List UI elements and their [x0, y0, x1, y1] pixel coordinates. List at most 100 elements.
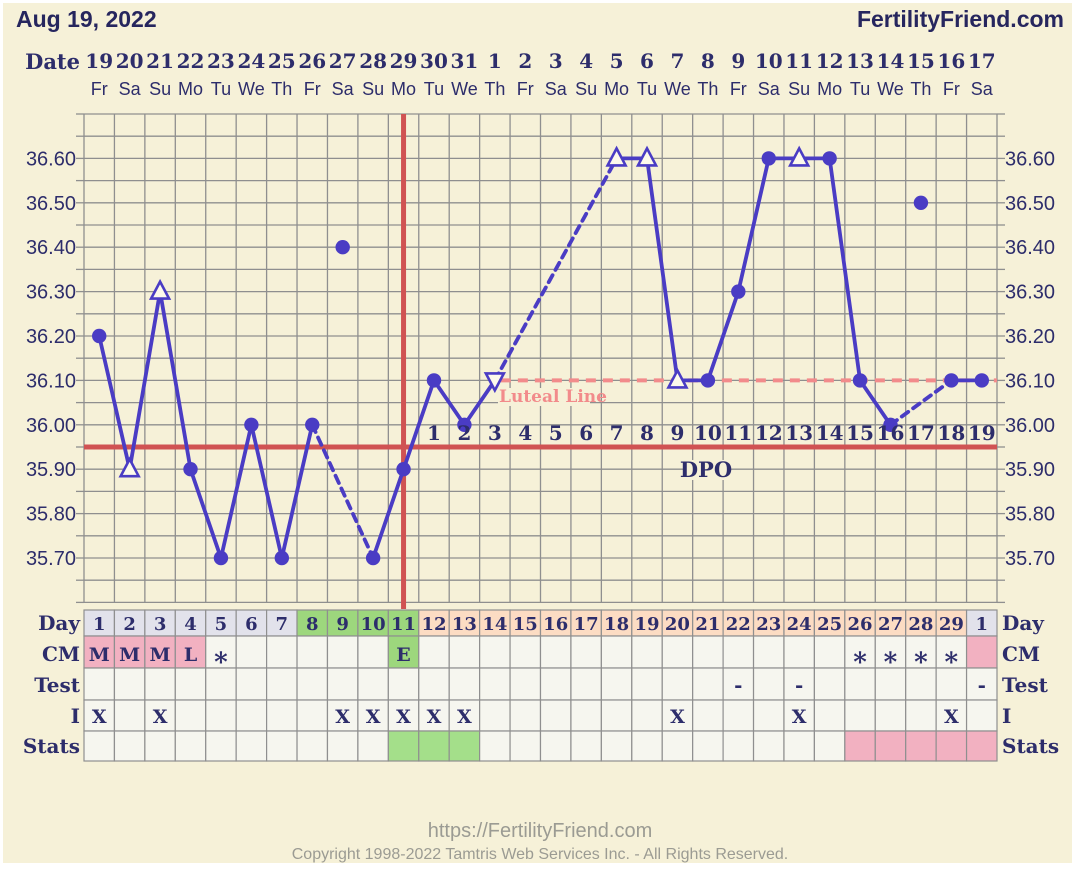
cm-cell [752, 635, 785, 669]
cm-value: M [119, 644, 140, 666]
stats-cell [661, 730, 694, 762]
test-cell [874, 667, 907, 701]
date-number: 21 [146, 49, 174, 73]
date-number: 4 [579, 49, 593, 73]
intercourse-cell [570, 699, 602, 732]
row-label-left: Stats [23, 734, 80, 758]
stats-cell [722, 730, 755, 762]
brand-link[interactable]: FertilityFriend.com [856, 6, 1064, 32]
temp-marker [483, 372, 507, 394]
date-number: 15 [907, 49, 935, 73]
day-number: 6 [245, 614, 258, 635]
test-cell [509, 667, 542, 701]
intercourse-value: X [153, 706, 168, 728]
intercourse-cell [83, 699, 116, 732]
weekday-label: Th [484, 79, 505, 99]
temp-marker [974, 373, 989, 388]
test-cell [661, 667, 694, 701]
dpo-number: 2 [457, 421, 471, 445]
temp-segment [127, 289, 162, 472]
temp-marker [183, 462, 198, 477]
weekday-label: Mo [178, 79, 203, 99]
day-number: 5 [215, 614, 228, 635]
cm-cell [631, 635, 663, 669]
temp-marker [305, 417, 320, 432]
y-axis-label: 35.90 [26, 459, 76, 481]
dpo-number: 17 [907, 421, 935, 445]
cm-cell [813, 635, 846, 669]
date-number: 7 [670, 49, 684, 73]
day-number: 3 [154, 614, 167, 635]
stats-cell [205, 730, 237, 762]
day-cell [661, 609, 694, 637]
test-cell [905, 667, 937, 701]
test-cell [357, 667, 389, 701]
intercourse-cell [539, 699, 572, 732]
stats-cell [965, 730, 998, 762]
date-number: 11 [785, 49, 813, 73]
temp-segment [858, 378, 893, 427]
temp-marker [396, 462, 411, 477]
stats-cell [631, 730, 663, 762]
date-number: 25 [268, 49, 296, 73]
temperature-axis-labels: 36.60 36.60 36.50 36.50 36.40 36.40 36.30 36.30… [26, 148, 1055, 570]
stats-cell [357, 730, 389, 762]
weekday-label: Mo [604, 79, 629, 99]
y-axis-label: 36.40 [1005, 237, 1055, 259]
date-number: 31 [450, 49, 478, 73]
coverline-and-ovulation-line [84, 114, 997, 609]
dpo-number: 5 [549, 421, 563, 445]
weekday-label: Mo [817, 79, 842, 99]
y-axis-label: 35.90 [1005, 459, 1055, 481]
temp-marker [148, 278, 172, 300]
test-cell [144, 667, 176, 701]
row-label-right: CM [1002, 642, 1040, 666]
date-number: 13 [846, 49, 874, 73]
weekday-label: Su [149, 79, 171, 99]
date-number: 14 [877, 49, 905, 73]
weekday-label: Sa [758, 79, 781, 99]
stats-cell [813, 730, 846, 762]
weekday-label: Th [697, 79, 718, 99]
y-axis-label: 35.80 [1005, 504, 1055, 526]
weekday-label: Tu [637, 79, 657, 99]
temp-marker [852, 373, 868, 388]
cm-cell [448, 635, 481, 669]
intercourse-value: X [335, 706, 350, 728]
footer-url-link[interactable]: https://FertilityFriend.com [427, 820, 653, 842]
test-cell [935, 667, 968, 701]
intercourse-cell [631, 699, 663, 732]
test-cell [600, 667, 633, 701]
date-number: 19 [85, 49, 113, 73]
weekday-label: Th [910, 79, 931, 99]
intercourse-cell [905, 699, 937, 732]
temp-segment [432, 378, 467, 427]
dpo-number: 9 [670, 421, 684, 445]
test-cell [205, 667, 237, 701]
day-number: 1 [93, 614, 106, 635]
y-axis-label: 36.30 [1005, 282, 1055, 304]
intercourse-cell [752, 699, 785, 732]
day-cell [813, 609, 846, 637]
intercourse-cell [357, 699, 389, 732]
row-label-left: CM [42, 642, 80, 666]
test-cell [813, 667, 846, 701]
dpo-number: 11 [724, 421, 752, 445]
y-axis-label: 35.80 [26, 504, 76, 526]
date-number: 2 [518, 49, 532, 73]
intercourse-value: X [366, 706, 381, 728]
dpo-number: 10 [694, 421, 722, 445]
temp-marker [822, 151, 837, 166]
intercourse-cell [813, 699, 846, 732]
date-number: 29 [390, 49, 418, 73]
y-axis-label: 35.70 [1005, 548, 1055, 570]
cm-cell [266, 635, 298, 669]
day-number: 23 [756, 614, 781, 635]
stats-cell [935, 730, 968, 762]
stats-cell [448, 730, 481, 762]
intercourse-value: X [792, 706, 807, 728]
temp-segment [888, 378, 954, 427]
y-axis-label: 36.20 [1005, 326, 1055, 348]
dpo-axis-label: DPO [680, 457, 732, 482]
y-axis-label: 36.60 [26, 148, 76, 170]
